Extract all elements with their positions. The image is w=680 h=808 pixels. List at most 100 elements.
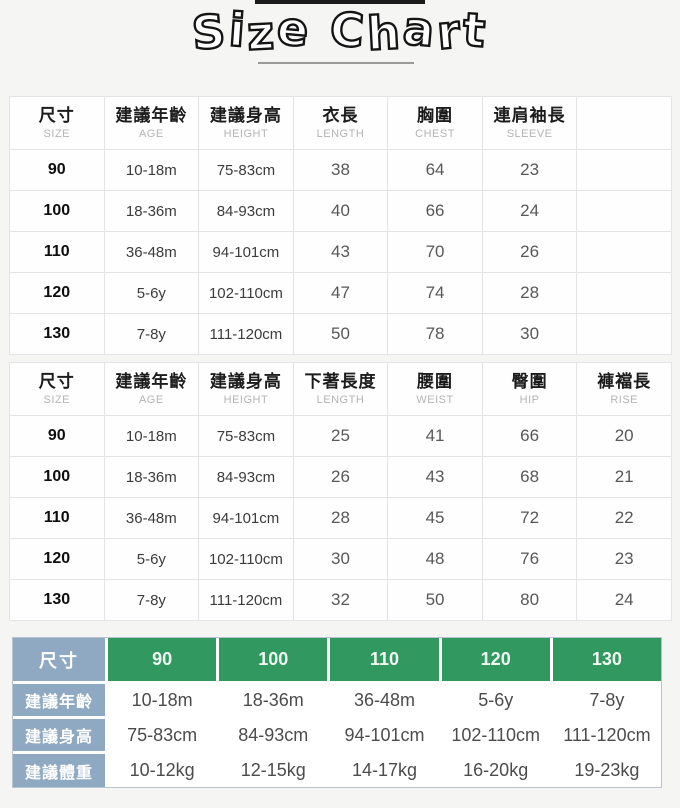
value-cell bbox=[576, 149, 672, 191]
header-cell: 下著長度 LENGTH bbox=[292, 362, 389, 416]
header-label-en: LENGTH bbox=[316, 393, 365, 406]
header-label-en: HIP bbox=[519, 393, 540, 406]
header-label-en: RISE bbox=[610, 393, 639, 406]
header-label-en: AGE bbox=[138, 127, 164, 140]
value-cell: 25 bbox=[292, 415, 389, 457]
summary-size-header: 130 bbox=[552, 638, 661, 681]
summary-value-cell: 5-6y bbox=[441, 684, 550, 716]
header-label-zh: 尺寸 bbox=[38, 105, 75, 125]
size-cell: 130 bbox=[9, 313, 105, 355]
value-cell: 10-18m bbox=[103, 149, 200, 191]
size-cell: 90 bbox=[9, 149, 105, 191]
lower-size-table-body: 90 10-18m 75-83cm 25 41 66 20 100 18-36m 84-93cm 2… bbox=[9, 415, 672, 621]
value-cell: 43 bbox=[292, 231, 389, 273]
value-cell: 75-83cm bbox=[198, 415, 294, 457]
value-cell: 26 bbox=[292, 456, 389, 498]
summary-row-label: 建議身高 bbox=[13, 719, 105, 751]
size-cell: 120 bbox=[9, 538, 105, 580]
value-cell: 84-93cm bbox=[198, 190, 294, 232]
value-cell: 66 bbox=[387, 190, 483, 232]
value-cell: 102-110cm bbox=[198, 272, 294, 314]
value-cell: 76 bbox=[481, 538, 578, 580]
value-cell: 28 bbox=[292, 497, 389, 539]
header-label-en: SLEEVE bbox=[506, 127, 553, 140]
header-cell: 褲襠長 RISE bbox=[576, 362, 672, 416]
header-cell: 建議身高 HEIGHT bbox=[198, 96, 294, 150]
header-label-en: SIZE bbox=[43, 393, 70, 406]
upper-size-table-body: 90 10-18m 75-83cm 38 64 23 100 18-36m 84-93cm 40 6… bbox=[9, 149, 672, 355]
header-cell: 臀圍 HIP bbox=[481, 362, 578, 416]
table-row: 90 10-18m 75-83cm 25 41 66 20 bbox=[9, 415, 672, 457]
title-letter: z bbox=[245, 4, 280, 62]
value-cell: 30 bbox=[481, 313, 578, 355]
value-cell: 24 bbox=[481, 190, 578, 232]
header-cell: 尺寸 SIZE bbox=[9, 362, 105, 416]
value-cell: 24 bbox=[576, 579, 672, 621]
value-cell: 43 bbox=[387, 456, 483, 498]
title-top-rule bbox=[255, 0, 425, 4]
header-label-en: SIZE bbox=[43, 127, 70, 140]
value-cell: 23 bbox=[576, 538, 672, 580]
summary-row-label: 建議年齡 bbox=[13, 684, 105, 716]
header-label-zh: 下著長度 bbox=[304, 371, 377, 391]
header-label-zh: 建議身高 bbox=[209, 105, 282, 125]
value-cell: 21 bbox=[576, 456, 672, 498]
upper-size-table-header: 尺寸 SIZE 建議年齡 AGE 建議身高 HEIGHT 衣長 LENGTH 胸圍 CHEST 連肩… bbox=[9, 96, 672, 150]
title-letter: t bbox=[460, 1, 491, 59]
value-cell: 28 bbox=[481, 272, 578, 314]
value-cell: 74 bbox=[387, 272, 483, 314]
header-label-zh: 衣長 bbox=[322, 105, 359, 125]
header-cell: 連肩袖長 SLEEVE bbox=[481, 96, 578, 150]
summary-value-cell: 14-17kg bbox=[330, 754, 439, 787]
value-cell: 50 bbox=[292, 313, 389, 355]
value-cell: 23 bbox=[481, 149, 578, 191]
value-cell: 20 bbox=[576, 415, 672, 457]
header-label-en: CHEST bbox=[415, 127, 455, 140]
header-cell: 建議年齡 AGE bbox=[103, 362, 200, 416]
size-cell: 110 bbox=[9, 497, 105, 539]
value-cell: 5-6y bbox=[103, 538, 200, 580]
table-row: 120 5-6y 102-110cm 30 48 76 23 bbox=[9, 538, 672, 580]
summary-value-cell: 111-120cm bbox=[552, 719, 661, 751]
header-cell bbox=[576, 96, 672, 150]
value-cell: 94-101cm bbox=[198, 497, 294, 539]
header-cell: 尺寸 SIZE bbox=[9, 96, 105, 150]
header-label-zh: 腰圍 bbox=[417, 371, 454, 391]
value-cell: 36-48m bbox=[103, 231, 200, 273]
title-letter: a bbox=[400, 0, 441, 59]
value-cell bbox=[576, 190, 672, 232]
value-cell: 48 bbox=[387, 538, 483, 580]
summary-value-cell: 84-93cm bbox=[219, 719, 328, 751]
table-row: 130 7-8y 111-120cm 32 50 80 24 bbox=[9, 579, 672, 621]
title-letter: e bbox=[274, 0, 315, 59]
summary-value-cell: 75-83cm bbox=[108, 719, 217, 751]
value-cell: 72 bbox=[481, 497, 578, 539]
table-row: 120 5-6y 102-110cm 47 74 28 bbox=[9, 272, 672, 314]
size-cell: 120 bbox=[9, 272, 105, 314]
size-cell: 100 bbox=[9, 456, 105, 498]
header-label-zh: 胸圍 bbox=[417, 105, 454, 125]
summary-corner-label: 尺寸 bbox=[13, 638, 105, 681]
value-cell bbox=[576, 272, 672, 314]
title-letter: r bbox=[433, 3, 466, 61]
value-cell: 50 bbox=[387, 579, 483, 621]
size-cell: 90 bbox=[9, 415, 105, 457]
value-cell: 18-36m bbox=[103, 456, 200, 498]
header-label-en: WEIST bbox=[416, 393, 454, 406]
summary-value-cell: 7-8y bbox=[552, 684, 661, 716]
header-label-en: HEIGHT bbox=[223, 127, 269, 140]
summary-value-cell: 36-48m bbox=[330, 684, 439, 716]
header-cell: 胸圍 CHEST bbox=[387, 96, 483, 150]
header-label-zh: 臀圍 bbox=[511, 371, 548, 391]
header-label-zh: 尺寸 bbox=[38, 371, 75, 391]
header-label-en: AGE bbox=[138, 393, 164, 406]
value-cell: 45 bbox=[387, 497, 483, 539]
size-cell: 110 bbox=[9, 231, 105, 273]
summary-size-header: 110 bbox=[330, 638, 439, 681]
value-cell: 10-18m bbox=[103, 415, 200, 457]
value-cell: 26 bbox=[481, 231, 578, 273]
summary-value-cell: 10-18m bbox=[108, 684, 217, 716]
value-cell: 70 bbox=[387, 231, 483, 273]
header-row: 尺寸 SIZE 建議年齡 AGE 建議身高 HEIGHT 衣長 LENGTH 胸圍 CHEST 連肩… bbox=[9, 96, 672, 150]
value-cell: 102-110cm bbox=[198, 538, 294, 580]
